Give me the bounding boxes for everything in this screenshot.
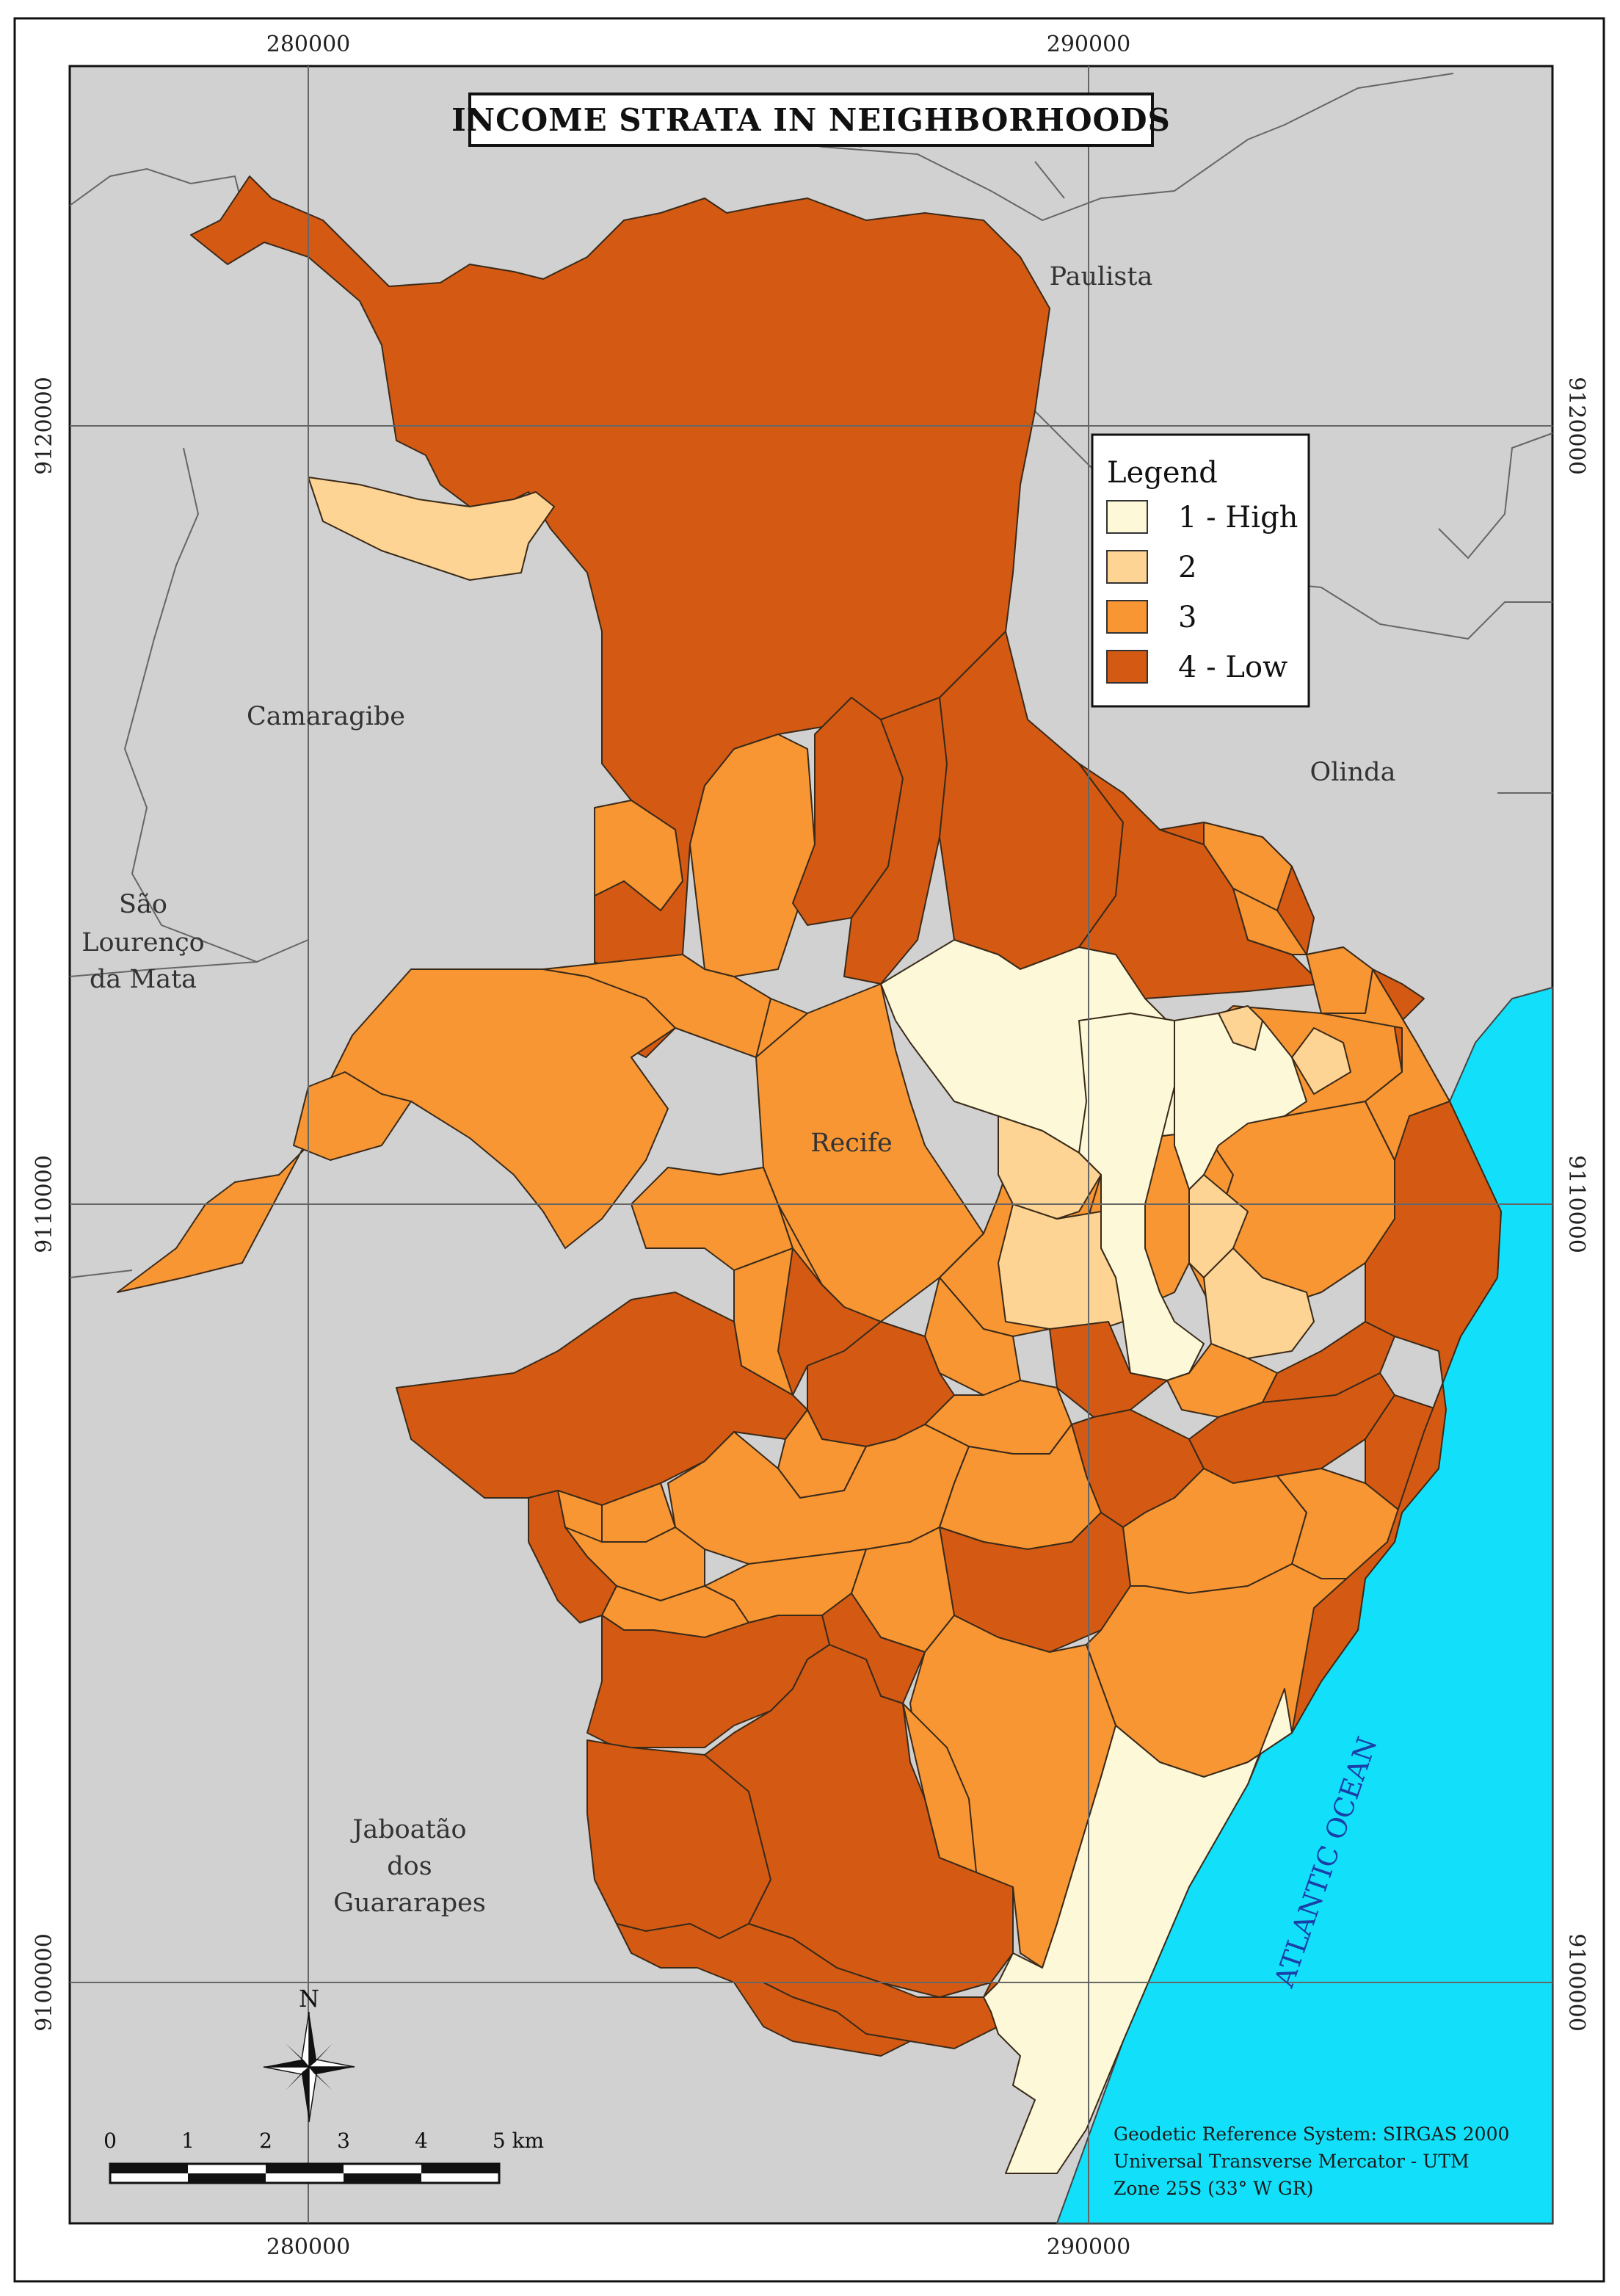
neighborhood-class-2-4: [998, 1115, 1102, 1220]
neighborhood-class-1-4: [983, 1688, 1293, 2174]
legend-title: Legend: [1107, 456, 1218, 490]
place-label-recife: Recife: [810, 1129, 893, 1158]
grid-label-y-right-2: 9110000: [1563, 1155, 1589, 1253]
neighborhood-class-3-3: [293, 1071, 412, 1161]
place-label-olinda: Olinda: [1310, 758, 1396, 787]
scale-label-1: 1: [181, 2129, 195, 2153]
scale-label-2: 2: [259, 2129, 272, 2153]
place-label-paulista: Paulista: [1050, 262, 1153, 291]
neighborhood-class-4-24: [733, 1982, 911, 2057]
neighborhood-class-4-10: [1049, 1321, 1168, 1418]
credit-line-1: Geodetic Reference System: SIRGAS 2000: [1114, 2123, 1509, 2145]
grid-label-y-left-3: 9100000: [32, 1933, 57, 2032]
grid-label-y-right-3: 9100000: [1563, 1933, 1589, 2032]
neighborhood-class-3-34: [1306, 946, 1373, 1014]
grid-label-x-top-2: 290000: [1047, 32, 1131, 57]
legend: Legend 1 - High 2 3 4 - Low: [1091, 433, 1310, 708]
north-arrow-label: N: [299, 1985, 319, 2013]
place-label-jaboatao-3: Guararapes: [333, 1888, 486, 1918]
north-arrow-icon: N: [263, 1985, 355, 2123]
credit-line-2: Universal Transverse Mercator - UTM: [1114, 2151, 1470, 2172]
grid-label-x-bottom-1: 280000: [266, 2234, 351, 2260]
scale-label-3: 3: [337, 2129, 350, 2153]
place-label-sao-lourenco-2: Lourenço: [81, 928, 205, 957]
place-label-jaboatao-1: Jaboatão: [350, 1815, 466, 1844]
place-label-camaragibe: Camaragibe: [247, 702, 405, 731]
grid-label-y-left-2: 9110000: [32, 1155, 57, 1253]
neighborhood-class-3-32: [902, 1703, 977, 1873]
neighborhood-class-3-27: [564, 1527, 705, 1601]
scale-label-5: 5 km: [493, 2129, 544, 2153]
place-label-sao-lourenco-1: São: [119, 890, 167, 919]
scale-label-0: 0: [103, 2129, 117, 2153]
grid-label-x-top-1: 280000: [266, 32, 351, 57]
legend-swatch-4: [1106, 650, 1148, 684]
neighborhood-class-3-8: [1232, 888, 1307, 955]
legend-swatch-1: [1106, 500, 1148, 534]
legend-label-4: 4 - Low: [1178, 651, 1287, 684]
legend-label-1: 1 - High: [1178, 501, 1298, 535]
coordinate-grid: [70, 66, 1552, 2223]
neighborhood-class-2-1: [308, 477, 555, 581]
scale-label-4: 4: [415, 2129, 428, 2153]
map-title: INCOME STRATA IN NEIGHBORHOODS: [451, 93, 1171, 147]
neighborhood-class-2-2: [1218, 1005, 1263, 1051]
neighborhood-class-2-3: [1291, 1027, 1351, 1095]
neighborhood-polygons: [117, 175, 1502, 2174]
scale-bar-icon: 0 1 2 3 4 5 km: [103, 2129, 544, 2184]
legend-swatch-2: [1106, 550, 1148, 584]
legend-label-2: 2: [1178, 551, 1196, 584]
legend-swatch-3: [1106, 600, 1148, 634]
credit-line-3: Zone 25S (33° W GR): [1114, 2178, 1313, 2199]
grid-label-x-bottom-2: 290000: [1047, 2234, 1131, 2260]
grid-label-y-left-1: 9120000: [32, 377, 57, 475]
neighborhood-class-2-5: [998, 1203, 1124, 1330]
place-label-jaboatao-2: dos: [387, 1852, 432, 1881]
legend-label-3: 3: [1178, 601, 1196, 634]
place-label-sao-lourenco-3: da Mata: [90, 965, 197, 994]
grid-label-y-right-1: 9120000: [1563, 377, 1589, 475]
map-title-text: INCOME STRATA IN NEIGHBORHOODS: [451, 102, 1171, 138]
neighborhood-class-3-5: [594, 800, 683, 911]
